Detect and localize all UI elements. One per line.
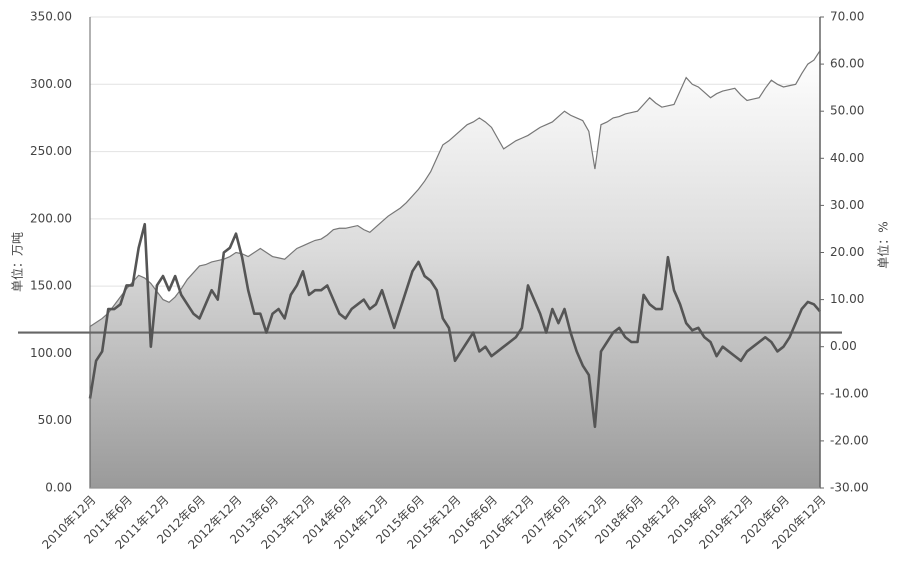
y2-tick-label: 40.00 [830,151,864,165]
y-tick-label: 150.00 [30,279,72,293]
y-tick-label: 350.00 [30,10,72,24]
y-tick-label: 50.00 [38,413,72,427]
y2-axis-title: 单位：% [876,221,891,268]
y2-tick-label: 0.00 [830,339,857,353]
y-axis-title: 单位：万吨 [10,232,25,292]
y2-tick-label: 50.00 [830,104,864,118]
area [89,48,821,489]
y2-tick-label: 60.00 [830,57,864,71]
y2-tick-label: 70.00 [830,10,864,24]
y-tick-label: 100.00 [30,346,72,360]
y-tick-label: 0.00 [45,481,72,495]
y2-tick-label: -30.00 [830,481,869,495]
y2-tick-label: -10.00 [830,386,869,400]
y-tick-label: 300.00 [30,77,72,91]
y2-tick-label: 30.00 [830,198,864,212]
line [88,222,821,429]
y2-tick-label: 10.00 [830,292,864,306]
y2-tick-label: 20.00 [830,245,864,259]
y-tick-label: 200.00 [30,211,72,225]
y2-tick-label: -20.00 [830,433,869,447]
y-tick-label: 250.00 [30,144,72,158]
